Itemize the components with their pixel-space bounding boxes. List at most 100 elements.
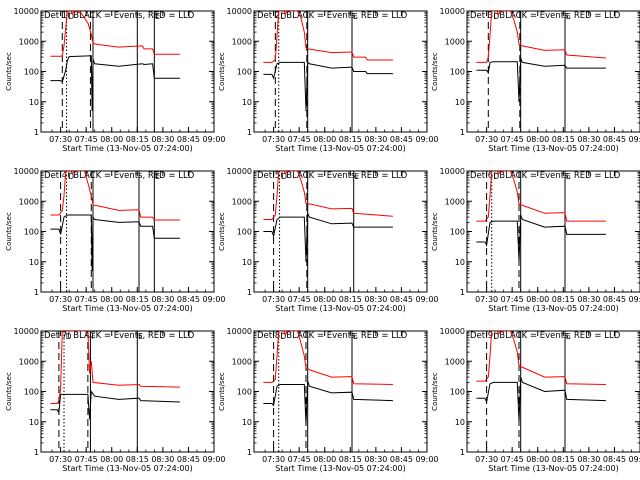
events-series-line (263, 380, 393, 425)
x-tick-label: 08:30 (151, 135, 174, 144)
panel-title: Det 4( BLACK = Events, RED = LLD (44, 171, 195, 181)
y-tick-label: 100 (237, 228, 252, 237)
x-tick-label: 08:00 (526, 295, 549, 304)
lld-series-line (50, 171, 180, 221)
panel-3: Det 3( BLACK = Events, RED = LLD11010010… (431, 7, 640, 153)
x-tick-label: 08:30 (577, 135, 600, 144)
y-tick-label: 10 (455, 98, 465, 107)
x-tick-label: 07:45 (501, 135, 524, 144)
y-tick-label: 10 (242, 98, 252, 107)
y-tick-label: 10 (29, 258, 39, 267)
marker-letter: E (155, 172, 160, 181)
panel-6: Det 6( BLACK = Events, RED = LLD11010010… (431, 167, 640, 313)
x-tick-label: 07:45 (288, 295, 311, 304)
events-series-line (50, 390, 180, 420)
x-tick-label: 07:30 (262, 455, 285, 464)
y-tick-label: 1 (460, 128, 465, 137)
y-axis-label: Counts/sec (218, 372, 226, 411)
events-series-line (476, 214, 606, 262)
y-axis-label: Counts/sec (5, 372, 13, 411)
events-series-line (263, 213, 393, 262)
x-tick-label: 07:45 (75, 295, 98, 304)
panel-title: Det 2( BLACK = Events, RED = LLD (257, 11, 408, 21)
x-tick-label: 08:45 (177, 135, 200, 144)
x-tick-label: 09:00 (415, 135, 438, 144)
panel-title: Det 1( BLACK = Events, RED = LLD (44, 11, 195, 21)
plot-frame (466, 330, 640, 453)
x-tick-label: 08:30 (364, 135, 387, 144)
marker-letter: D (66, 332, 72, 341)
y-tick-label: 100 (24, 68, 39, 77)
y-tick-label: 1000 (19, 37, 39, 46)
y-tick-label: 10 (242, 258, 252, 267)
y-tick-label: 1000 (445, 37, 465, 46)
marker-letter: D (68, 172, 74, 181)
x-tick-label: 08:45 (603, 135, 626, 144)
y-axis-label: Counts/sec (431, 52, 439, 91)
x-tick-label: 08:30 (364, 455, 387, 464)
marker-letter: E (155, 12, 160, 21)
x-tick-label: 09:00 (628, 135, 640, 144)
panel-2: Det 2( BLACK = Events, RED = LLD11010010… (218, 7, 439, 153)
y-tick-label: 10000 (14, 327, 39, 336)
plot-frame (466, 10, 640, 133)
x-tick-label: 08:45 (177, 455, 200, 464)
x-axis-label: Start Time (13-Nov-05 07:24:00) (62, 304, 192, 313)
x-tick-label: 08:15 (126, 295, 149, 304)
marker-letter: D (281, 172, 287, 181)
x-tick-label: 08:15 (126, 455, 149, 464)
marker-letter: E (566, 12, 571, 21)
y-axis-label: Counts/sec (5, 212, 13, 251)
x-axis-label: Start Time (13-Nov-05 07:24:00) (488, 464, 618, 473)
x-tick-label: 07:30 (49, 135, 72, 144)
y-tick-label: 1 (34, 288, 39, 297)
x-tick-label: 09:00 (202, 295, 225, 304)
x-tick-label: 08:15 (552, 295, 575, 304)
y-tick-label: 1 (247, 128, 252, 137)
x-tick-label: 08:30 (364, 295, 387, 304)
y-tick-label: 1 (460, 448, 465, 457)
x-tick-label: 08:45 (390, 135, 413, 144)
x-tick-label: 08:30 (577, 455, 600, 464)
x-tick-label: 07:30 (49, 455, 72, 464)
plot-frame (253, 330, 428, 453)
y-tick-label: 1 (247, 288, 252, 297)
x-tick-label: 08:15 (552, 135, 575, 144)
x-tick-label: 08:00 (100, 295, 123, 304)
lld-series-line (50, 331, 180, 404)
x-tick-label: 08:45 (603, 295, 626, 304)
y-tick-label: 10000 (440, 327, 465, 336)
lld-series-line (476, 11, 606, 63)
lld-series-line (476, 171, 606, 222)
plot-frame (253, 10, 428, 133)
events-series-line (50, 55, 180, 111)
events-series-line (476, 57, 606, 102)
panel-8: Det 8( BLACK = Events, RED = LLD11010010… (218, 327, 439, 473)
y-tick-label: 1 (34, 448, 39, 457)
x-tick-label: 09:00 (202, 455, 225, 464)
y-axis-label: Counts/sec (218, 212, 226, 251)
marker-letter: D (280, 332, 286, 341)
y-tick-label: 10000 (14, 167, 39, 176)
y-tick-label: 1000 (19, 357, 39, 366)
marker-letter: E (353, 12, 358, 21)
x-tick-label: 07:30 (49, 295, 72, 304)
panel-1: Det 1( BLACK = Events, RED = LLD11010010… (5, 7, 226, 153)
panel-7: Det 7( BLACK = Events, RED = LLD11010010… (5, 327, 226, 473)
lld-series-line (476, 331, 606, 385)
x-tick-label: 07:45 (501, 455, 524, 464)
x-tick-label: 08:45 (390, 455, 413, 464)
x-tick-label: 07:30 (262, 135, 285, 144)
events-series-line (263, 61, 393, 111)
x-tick-label: 07:45 (288, 135, 311, 144)
x-tick-label: 08:00 (100, 455, 123, 464)
x-tick-label: 09:00 (415, 295, 438, 304)
panel-title: Det 7( BLACK = Events, RED = LLD (44, 331, 195, 341)
x-axis-label: Start Time (13-Nov-05 07:24:00) (275, 464, 405, 473)
marker-letter: E (566, 332, 571, 341)
y-tick-label: 1 (247, 448, 252, 457)
marker-letter: E (353, 332, 358, 341)
x-tick-label: 08:00 (526, 455, 549, 464)
marker-letter: E (566, 172, 571, 181)
y-tick-label: 100 (24, 228, 39, 237)
